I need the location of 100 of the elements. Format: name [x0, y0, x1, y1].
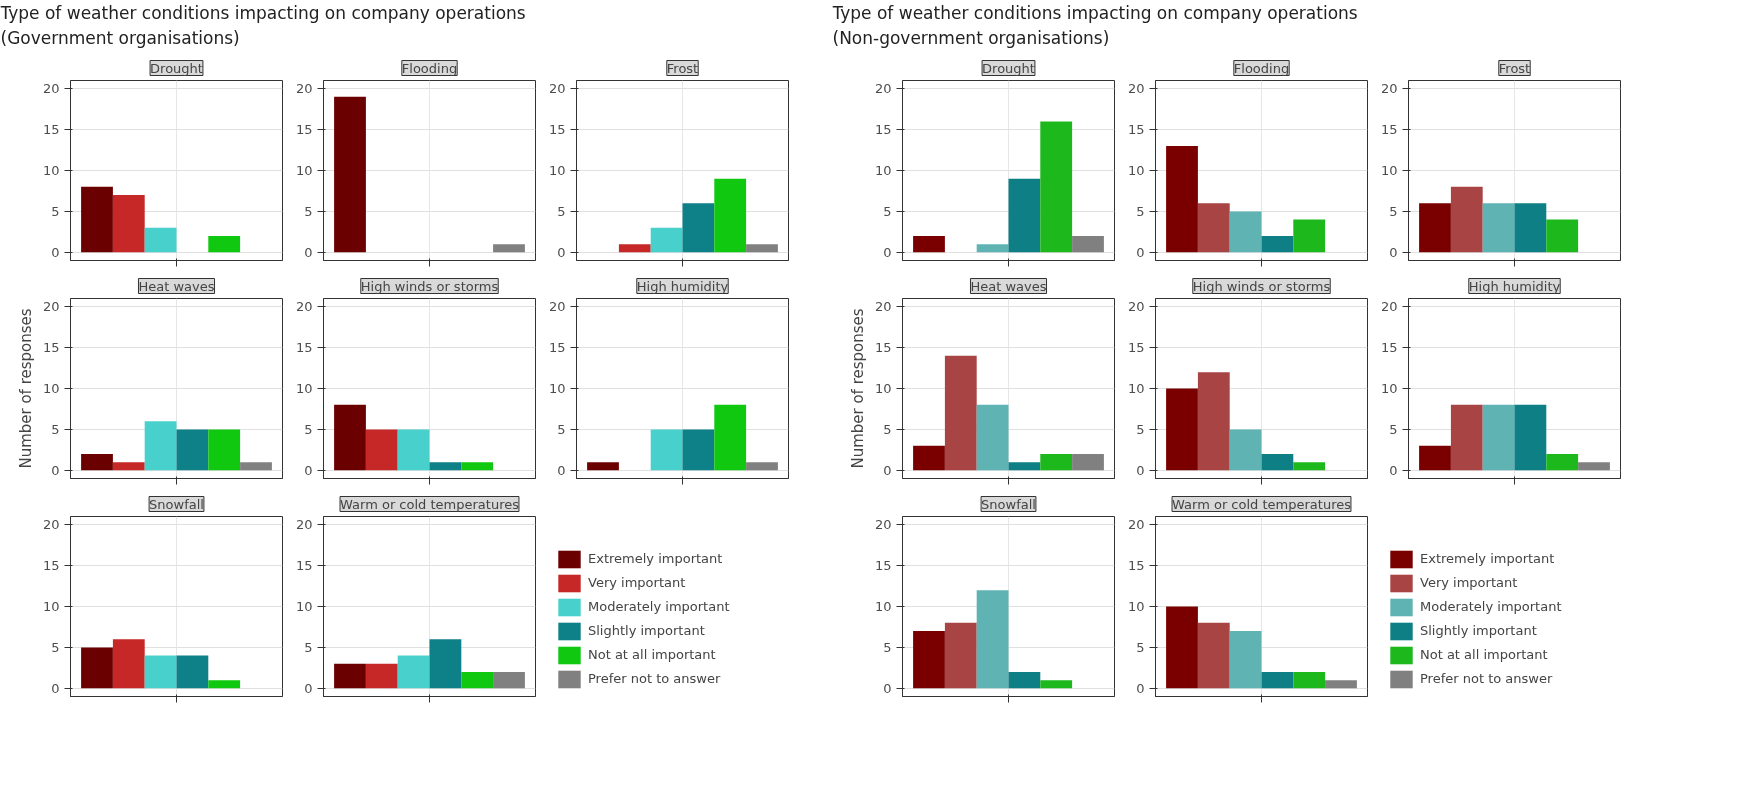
y-tick-label: 20 [295, 81, 313, 97]
y-tick-label: 0 [304, 680, 313, 696]
legend-label: Prefer not to answer [1420, 671, 1553, 686]
y-tick-label: 15 [42, 340, 60, 356]
y-tick-label: 10 [874, 599, 892, 614]
y-tick-label: 5 [557, 421, 566, 437]
y-tick-label: 0 [1136, 244, 1145, 260]
y-tick-label: 15 [548, 340, 566, 356]
chart-title: Flooding [401, 60, 458, 76]
y-tick-label: 15 [874, 340, 892, 356]
legend-label: Very important [588, 575, 686, 590]
chart-title: Frost [666, 60, 699, 76]
y-tick-label: 5 [51, 421, 60, 437]
y-tick-label: 20 [1380, 81, 1398, 97]
y-tick-label: 10 [42, 599, 60, 614]
y-tick-label: 15 [548, 122, 566, 138]
y-axis-title: Number of responses [16, 308, 35, 469]
y-tick-label: 20 [295, 517, 313, 533]
legend-label: Extremely important [588, 551, 723, 566]
y-tick-label: 15 [1127, 558, 1145, 574]
y-tick-label: 10 [295, 163, 313, 178]
y-tick-label: 10 [548, 163, 566, 178]
y-tick-label: 5 [51, 639, 60, 655]
chart-title: Heat waves [138, 278, 215, 294]
y-tick-label: 5 [51, 203, 60, 219]
y-tick-label: 0 [883, 680, 892, 696]
legend-label: Moderately important [588, 599, 730, 614]
y-tick-label: 0 [883, 244, 892, 260]
y-tick-label: 10 [42, 381, 60, 396]
y-tick-label: 15 [874, 122, 892, 138]
text: Type of weather conditions impacting on company operations (Government organisations) [0, 3, 526, 48]
y-tick-label: 20 [548, 299, 566, 315]
legend-label: Not at all important [1420, 647, 1548, 662]
chart-title: High winds or storms [360, 278, 499, 294]
y-tick-label: 10 [1380, 381, 1398, 396]
y-tick-label: 10 [874, 163, 892, 178]
y-tick-label: 5 [1389, 203, 1398, 219]
y-tick-label: 0 [51, 244, 60, 260]
chart-title: High humidity [636, 278, 729, 294]
chart-title: High winds or storms [1192, 278, 1331, 294]
legend-label: Slightly important [1420, 623, 1537, 638]
y-tick-label: 15 [1127, 122, 1145, 138]
legend-label: Moderately important [1420, 599, 1562, 614]
legend-label: Prefer not to answer [588, 671, 721, 686]
y-tick-label: 5 [304, 639, 313, 655]
y-tick-label: 0 [883, 462, 892, 478]
y-tick-label: 10 [1127, 599, 1145, 614]
y-tick-label: 20 [42, 299, 60, 315]
y-tick-label: 5 [883, 421, 892, 437]
chart-title: Snowfall [149, 496, 204, 512]
y-tick-label: 20 [874, 81, 892, 97]
chart-title: Snowfall [981, 496, 1036, 512]
text: Type of weather conditions impacting on company operations (Non-government organisations) [831, 3, 1358, 48]
y-tick-label: 15 [874, 558, 892, 574]
y-tick-label: 20 [548, 81, 566, 97]
y-tick-label: 10 [295, 381, 313, 396]
y-tick-label: 0 [557, 462, 566, 478]
y-tick-label: 5 [1136, 639, 1145, 655]
legend-label: Extremely important [1420, 551, 1555, 566]
y-tick-label: 15 [1380, 340, 1398, 356]
y-tick-label: 10 [1127, 163, 1145, 178]
y-tick-label: 15 [295, 122, 313, 138]
y-tick-label: 15 [295, 340, 313, 356]
y-tick-label: 0 [304, 244, 313, 260]
legend-label: Very important [1420, 575, 1518, 590]
y-tick-label: 15 [42, 122, 60, 138]
chart-title: Heat waves [970, 278, 1047, 294]
y-tick-label: 10 [295, 599, 313, 614]
chart-title: Frost [1498, 60, 1531, 76]
chart-title: Flooding [1233, 60, 1290, 76]
chart-title: High humidity [1468, 278, 1561, 294]
y-tick-label: 5 [883, 203, 892, 219]
y-tick-label: 20 [42, 81, 60, 97]
y-tick-label: 20 [295, 299, 313, 315]
y-tick-label: 5 [1389, 421, 1398, 437]
y-tick-label: 5 [557, 203, 566, 219]
y-tick-label: 20 [874, 299, 892, 315]
y-tick-label: 10 [42, 163, 60, 178]
y-tick-label: 0 [51, 462, 60, 478]
y-tick-label: 0 [1389, 244, 1398, 260]
y-tick-label: 0 [51, 680, 60, 696]
y-tick-label: 10 [874, 381, 892, 396]
y-tick-label: 20 [874, 517, 892, 533]
y-tick-label: 5 [1136, 203, 1145, 219]
y-tick-label: 0 [304, 462, 313, 478]
y-tick-label: 10 [1127, 381, 1145, 396]
y-tick-label: 0 [557, 244, 566, 260]
y-tick-label: 0 [1136, 462, 1145, 478]
y-tick-label: 10 [548, 381, 566, 396]
y-tick-label: 10 [1380, 163, 1398, 178]
y-tick-label: 0 [1389, 462, 1398, 478]
legend-label: Not at all important [588, 647, 716, 662]
legend-label: Slightly important [588, 623, 705, 638]
y-tick-label: 5 [304, 421, 313, 437]
y-axis-title: Number of responses [848, 308, 867, 469]
y-tick-label: 5 [304, 203, 313, 219]
y-tick-label: 15 [42, 558, 60, 574]
y-tick-label: 20 [1127, 517, 1145, 533]
y-tick-label: 5 [1136, 421, 1145, 437]
y-tick-label: 15 [295, 558, 313, 574]
